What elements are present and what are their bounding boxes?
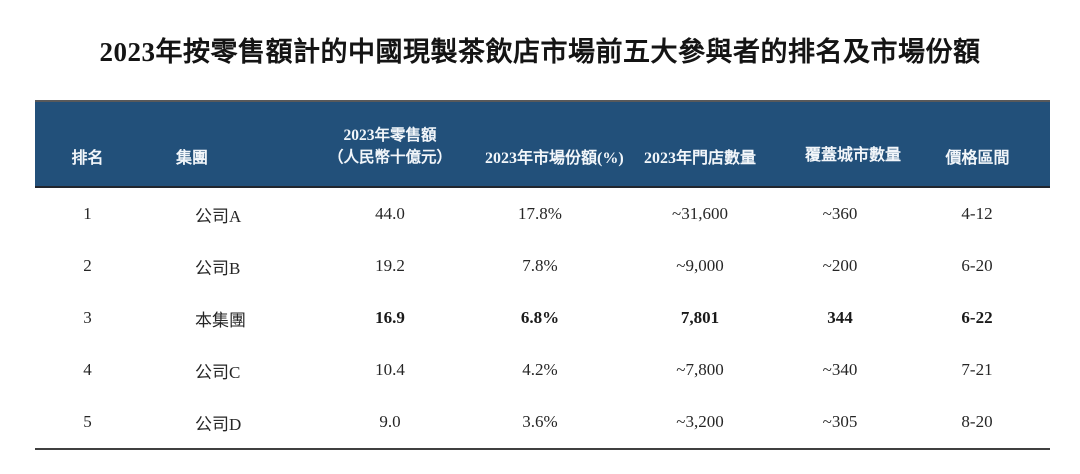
- cell-share: 6.8%: [485, 292, 595, 345]
- table-row-company-d: 5 公司D 9.0 3.6% ~3,200 ~305 8-20: [35, 396, 1050, 450]
- header-row: 排名 集團 2023年零售額 （人民幣十億元） 2023年市場份額(%) 202…: [35, 101, 1050, 188]
- cell-retail: 9.0: [295, 396, 485, 450]
- cell-cities: ~305: [805, 396, 875, 450]
- column-header-cities: 覆蓋城市數量: [805, 101, 901, 187]
- cell-group: 公司C: [140, 344, 295, 397]
- column-header-share-label: 2023年市場份額(%): [485, 150, 624, 168]
- column-header-stores: 2023年門店數量: [595, 101, 805, 187]
- cell-price: 6-20: [875, 240, 1050, 293]
- cell-cities: ~200: [805, 240, 875, 293]
- table-header: 排名 集團 2023年零售額 （人民幣十億元） 2023年市場份額(%) 202…: [35, 101, 1050, 188]
- column-header-price: 價格區間: [875, 101, 1050, 187]
- market-ranking-table: 排名 集團 2023年零售額 （人民幣十億元） 2023年市場份額(%) 202…: [35, 100, 1050, 451]
- cell-group: 公司A: [140, 187, 295, 241]
- cell-share: 7.8%: [485, 240, 595, 293]
- table-body: 1 公司A 44.0 17.8% ~31,600 ~360 4-12 2 公司B…: [35, 187, 1050, 450]
- cell-group: 公司B: [140, 240, 295, 293]
- cell-rank: 4: [35, 344, 140, 397]
- column-header-price-label: 價格區間: [945, 150, 1010, 168]
- cell-group: 公司D: [140, 396, 295, 450]
- cell-retail: 44.0: [295, 187, 485, 241]
- table-row-company-c: 4 公司C 10.4 4.2% ~7,800 ~340 7-21: [35, 344, 1050, 397]
- column-header-rank: 排名: [35, 101, 140, 187]
- column-header-rank-label: 排名: [71, 150, 104, 168]
- cell-retail: 10.4: [295, 344, 485, 397]
- cell-stores: 7,801: [595, 292, 805, 345]
- column-header-retail: 2023年零售額 （人民幣十億元）: [295, 101, 485, 187]
- column-header-stores-label: 2023年門店數量: [643, 150, 756, 168]
- cell-share: 4.2%: [485, 344, 595, 397]
- cell-price: 4-12: [875, 187, 1050, 241]
- cell-price: 8-20: [875, 396, 1050, 450]
- cell-cities: ~360: [805, 187, 875, 241]
- cell-stores: ~31,600: [595, 187, 805, 241]
- cell-price: 6-22: [875, 292, 1050, 345]
- cell-retail: 19.2: [295, 240, 485, 293]
- page-title: 2023年按零售額計的中國現製茶飲店市場前五大參與者的排名及市場份額: [99, 37, 981, 67]
- column-header-group-label: 集團: [176, 150, 209, 168]
- table-row-company-a: 1 公司A 44.0 17.8% ~31,600 ~360 4-12: [35, 187, 1050, 241]
- cell-cities: 344: [805, 292, 875, 345]
- column-header-retail-line1: 2023年零售額: [343, 127, 437, 145]
- cell-cities: ~340: [805, 344, 875, 397]
- column-header-group: 集團: [140, 101, 295, 187]
- cell-share: 3.6%: [485, 396, 595, 450]
- cell-share: 17.8%: [485, 187, 595, 241]
- column-header-retail-line2: （人民幣十億元）: [327, 148, 452, 166]
- cell-rank: 1: [35, 187, 140, 241]
- document-page: 2023年按零售額計的中國現製茶飲店市場前五大參與者的排名及市場份額 排名 集團…: [0, 36, 1080, 474]
- cell-retail: 16.9: [295, 292, 485, 345]
- cell-rank: 2: [35, 240, 140, 293]
- cell-group: 本集團: [140, 292, 295, 345]
- table-row-company-b: 2 公司B 19.2 7.8% ~9,000 ~200 6-20: [35, 240, 1050, 293]
- table-row-our-group: 3 本集團 16.9 6.8% 7,801 344 6-22: [35, 292, 1050, 345]
- cell-stores: ~7,800: [595, 344, 805, 397]
- cell-stores: ~3,200: [595, 396, 805, 450]
- cell-rank: 5: [35, 396, 140, 450]
- column-header-cities-label: 覆蓋城市數量: [805, 147, 902, 165]
- cell-price: 7-21: [875, 344, 1050, 397]
- cell-rank: 3: [35, 292, 140, 345]
- cell-stores: ~9,000: [595, 240, 805, 293]
- column-header-share: 2023年市場份額(%): [485, 101, 624, 187]
